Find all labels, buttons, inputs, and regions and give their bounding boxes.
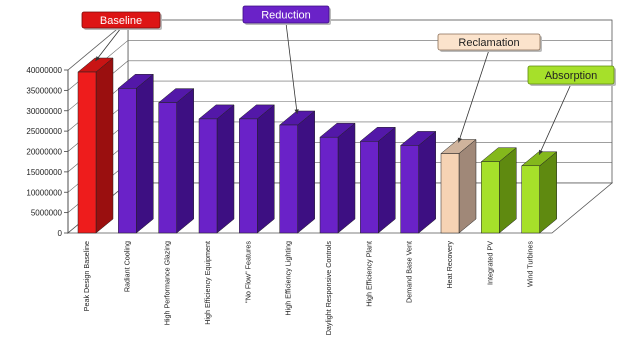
y-tick-label: 0 xyxy=(58,229,63,238)
callout-arrow-line xyxy=(458,49,490,143)
bar-radiant-cooling xyxy=(117,73,154,234)
bar-front xyxy=(440,153,460,234)
bar-front xyxy=(521,165,540,234)
bar-front xyxy=(279,124,298,234)
y-tick-label: 25000000 xyxy=(26,127,62,136)
callout-label: Baseline xyxy=(100,15,142,27)
x-tick-label: High Efficiency Plant xyxy=(364,241,373,307)
callout-box xyxy=(437,33,541,51)
callout-box xyxy=(81,11,161,29)
bar-side xyxy=(297,110,315,234)
y-tick-label: 35000000 xyxy=(26,86,62,95)
bar-daylight-responsive-controls xyxy=(319,122,356,234)
bar-front xyxy=(158,102,177,234)
bar-heat-recovery xyxy=(440,138,477,234)
bar-high-efficiency-lighting xyxy=(279,110,316,234)
callout-label: Reclamation xyxy=(458,37,519,49)
bar-side xyxy=(176,88,194,234)
bar-high-efficiency-equipment xyxy=(198,104,235,234)
bar-side xyxy=(257,104,275,234)
x-tick-label: High Efficiency Lighting xyxy=(284,241,293,316)
x-tick-label: "No Flow" Features xyxy=(243,241,252,303)
callout-arrow-line xyxy=(538,83,572,155)
callout-box xyxy=(527,65,615,85)
bar-side xyxy=(95,57,114,234)
bar-high-performance-glazing xyxy=(158,88,195,234)
bar-demand-base-vent xyxy=(400,130,437,234)
y-axis-tick-labels: 0 5000000 10000000 15000000 20000000 25000000… xyxy=(26,66,69,238)
y-tick-label: 5000000 xyxy=(31,209,63,218)
x-tick-label: Heat Recovery xyxy=(445,241,454,289)
bar-front xyxy=(481,161,500,234)
bar-side xyxy=(418,130,436,234)
y-tick-label: 20000000 xyxy=(26,148,62,157)
bar-no-flow-features xyxy=(238,104,275,234)
x-tick-label: High Performance Glazing xyxy=(163,241,172,325)
bar-front xyxy=(77,71,97,234)
bar-peak-design-baseline xyxy=(77,57,114,234)
callout-arrow-head xyxy=(294,109,299,114)
chart-bars xyxy=(77,57,558,234)
callout-box xyxy=(242,5,330,24)
x-tick-label: Peak Design Baseline xyxy=(82,241,91,311)
bar-front xyxy=(319,136,339,234)
y-tick-label: 30000000 xyxy=(26,107,62,116)
bar-wind-turbines xyxy=(521,151,558,234)
callout-arrow-head xyxy=(539,149,543,155)
y-tick-label: 10000000 xyxy=(26,188,62,197)
x-tick-label: Wind Turbines xyxy=(526,241,535,287)
x-tick-label: Integrated PV xyxy=(485,241,494,285)
bar-front xyxy=(239,118,258,234)
callout-reduction: Reduction xyxy=(242,5,331,115)
x-tick-label: Radiant Cooling xyxy=(122,241,131,292)
bar-front xyxy=(360,141,379,234)
x-tick-label: Daylight Responsive Controls xyxy=(324,241,333,336)
x-tick-label: Demand Base Vent xyxy=(405,241,414,303)
callout-label: Reduction xyxy=(261,10,311,22)
callout-arrow-head xyxy=(95,56,100,61)
callout-baseline: Baseline xyxy=(81,11,162,62)
bar-front xyxy=(400,145,419,234)
bar-high-efficiency-plant xyxy=(359,126,396,234)
bar-side xyxy=(136,73,154,234)
bar-integrated-pv xyxy=(480,147,517,234)
callout-arrow-head xyxy=(457,137,462,143)
callout-arrow-line xyxy=(285,22,298,115)
callout-arrow-line xyxy=(95,27,122,62)
y-tick-label: 15000000 xyxy=(26,168,62,177)
bar-side xyxy=(337,122,356,234)
callout-reclamation: Reclamation xyxy=(437,33,542,143)
callout-absorption: Absorption xyxy=(527,65,616,155)
chart-callouts: Baseline Reduction Reclamation Absorption xyxy=(81,5,616,155)
bar-side xyxy=(216,104,235,234)
x-tick-label: High Efficiency Equipment xyxy=(203,241,212,325)
x-axis-category-labels: Peak Design Baseline Radiant Cooling High … xyxy=(82,241,535,336)
bar-front xyxy=(118,88,137,234)
bar-side xyxy=(499,147,517,234)
y-tick-label: 40000000 xyxy=(26,66,62,75)
callout-label: Absorption xyxy=(545,70,598,82)
bar-front xyxy=(198,118,218,234)
bar-side xyxy=(378,126,396,234)
bar-side xyxy=(458,138,477,234)
